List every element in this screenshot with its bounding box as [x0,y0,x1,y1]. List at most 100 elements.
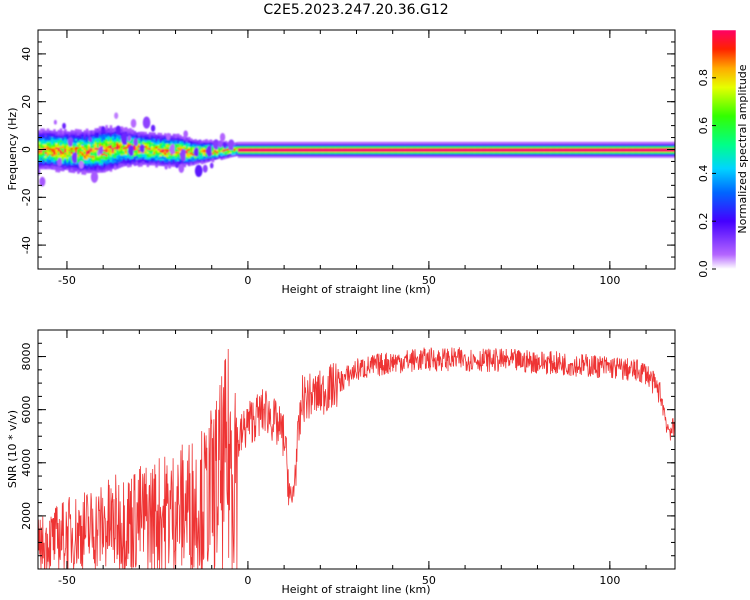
spectrogram-cell [387,151,391,154]
spectrogram-cell [150,161,154,164]
spectrogram-cell [48,143,52,147]
spectrogram-cell [44,162,48,166]
spectrogram-cell [109,136,113,140]
spectrogram-cell [87,157,91,160]
spectrogram-cell [617,145,621,149]
spectrogram-cell [237,151,241,154]
spectrogram-cell [114,132,117,136]
spectrogram-cell [255,155,258,158]
spectrogram-cell [352,147,356,151]
spectrogram-cell [615,145,619,149]
spectrogram-cell [411,143,415,147]
spectrogram-cell [72,166,76,170]
spectrogram-cell [144,156,148,160]
spectrogram-cell [250,149,254,153]
spectrogram-cell [211,146,215,149]
spectrogram-cell [350,141,354,145]
spectrogram-cell [524,141,528,145]
spectrogram-cell [157,146,161,149]
spectrogram-cell [64,167,67,170]
spectrogram-cell [140,133,143,137]
spectrogram-cell [378,149,382,153]
spectrogram-cell [537,143,541,147]
spectrogram-cell [606,153,610,156]
spectrogram-cell [48,153,52,156]
spectrogram-cell [168,160,171,163]
spectrogram-cell [333,153,336,156]
spectrogram-cell [166,160,169,163]
spectrogram-cell [476,145,480,149]
spectrogram-cell [79,131,82,135]
spectrogram-cell [61,161,65,164]
spectrogram-cell [135,145,139,149]
spectrogram-cell [385,153,389,156]
spectrogram-cell [57,170,61,173]
spectrogram-cell [231,150,234,154]
spectrogram-cell [222,152,226,156]
spectrogram-cell [216,156,219,160]
spectrogram-cell [48,138,52,141]
spectrogram-cell [665,141,669,145]
spectrogram-cell [161,161,165,165]
spectrogram-cell [359,151,362,154]
spectrogram-cell [129,158,132,162]
spectrogram-cell [478,141,482,145]
spectrogram-cell [233,154,237,157]
spectrogram-cell [635,145,638,149]
spectrogram-cell [498,143,501,147]
spectrogram-cell [489,149,493,153]
spectrogram-cell [242,145,245,149]
spectrogram-cell [474,149,478,153]
spectrogram-cell [237,153,241,156]
spectrogram-cell [116,151,119,154]
spectrogram-cell [539,147,543,151]
spectrogram-cell [281,149,284,153]
spectrogram-cell [94,153,98,156]
spectrogram-cell [398,147,402,151]
spectrogram-cell [431,149,434,153]
spectrogram-cell [604,155,608,158]
spectrogram-cell [283,143,286,147]
spectrogram-cell [74,169,78,172]
spectrogram-cell [656,151,660,154]
spectrogram-cell [606,155,610,158]
spectrogram-cell [344,155,347,158]
spectrogram-cell [463,145,467,149]
spectrogram-cell [528,151,532,154]
spectrogram-cell [335,147,339,151]
spectrogram-cell [176,148,180,152]
snr-y-axis-label: SNR (10 * v/v) [6,410,19,488]
spectrogram-cell [137,160,141,164]
spectrogram-cell [120,128,124,131]
spectrogram-cell [70,132,74,135]
spectrogram-cell [200,148,204,151]
spectrogram-cell [137,135,141,139]
colorbar-tick-label: 0.2 [697,212,710,230]
spectrogram-cell [72,141,76,145]
spectrogram-cell [81,149,85,152]
spectrogram-cell [537,141,541,145]
spectrogram-cell [48,164,52,168]
spectrogram-cell [643,153,647,156]
spectrogram-cell [233,142,237,146]
spectrogram-cell [281,145,284,149]
spectrogram-cell [79,158,82,161]
spectrogram-cell [441,147,445,151]
spectrogram-cell [179,135,182,138]
spectrogram-cell [413,153,417,156]
spectrogram-cell [654,149,658,153]
spectrogram-cell [198,145,202,148]
spectrogram-cell [194,144,197,148]
spectrogram-cell [105,150,108,153]
spectrogram-cell [580,149,584,153]
spectrogram-cell [98,164,102,167]
spectrogram-cell [646,143,649,147]
spectrogram-cell [426,143,430,147]
spectrogram-cell [72,136,76,139]
spectrogram-noise-speck [227,139,235,151]
spectrogram-cell [59,130,63,133]
spectrogram-cell [209,143,213,146]
spectrogram-cell [196,142,200,145]
spectrogram-cell [42,153,45,156]
